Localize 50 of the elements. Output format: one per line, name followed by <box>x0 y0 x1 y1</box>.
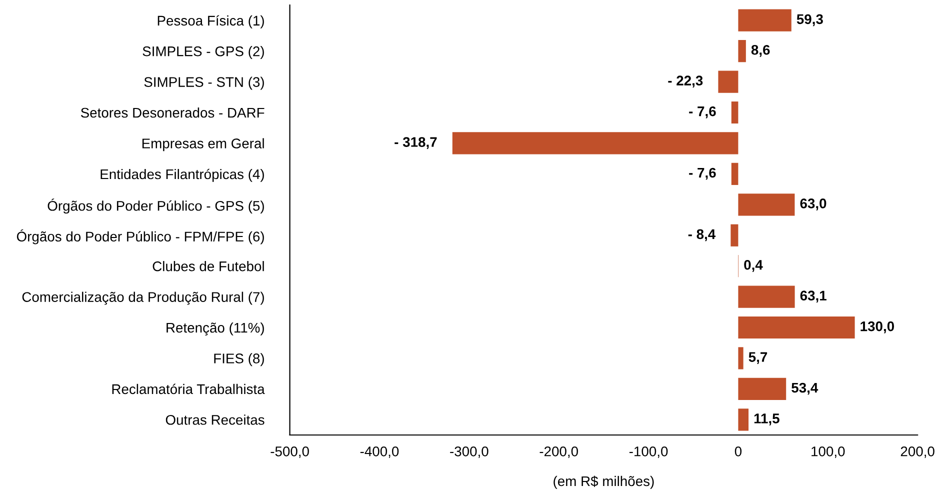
y-tick-label: Clubes de Futebol <box>152 261 264 272</box>
bar <box>718 70 738 93</box>
y-tick-label: SIMPLES - GPS (2) <box>142 46 264 59</box>
bar <box>738 408 749 431</box>
y-tick-label: Reclamatória Trabalhista <box>112 384 265 394</box>
x-tick-label: 100,0 <box>812 446 845 458</box>
y-tick-label: Setores Desonerados - DARF <box>80 107 264 118</box>
data-label: 63,0 <box>800 198 826 210</box>
x-tick-label: -400,0 <box>360 446 399 458</box>
data-label: 5,7 <box>748 352 768 364</box>
bar <box>738 286 795 308</box>
bar <box>738 316 855 339</box>
y-tick-label: Outras Receitas <box>166 414 264 425</box>
bar <box>738 378 786 400</box>
y-tick-label: Comercialização da Produção Rural (7) <box>22 292 264 305</box>
x-tick-label: -100,0 <box>629 446 668 458</box>
data-label: - 318,7 <box>394 137 437 149</box>
x-axis-title: (em R$ milhões) <box>554 476 654 489</box>
data-label: 8,6 <box>751 44 770 57</box>
data-label: 53,4 <box>792 382 818 395</box>
y-tick-label: Entidades Filantrópicas (4) <box>100 168 264 182</box>
data-label: 63,1 <box>800 290 826 303</box>
data-label: 11,5 <box>754 414 780 426</box>
bar <box>738 40 746 62</box>
bar <box>731 162 738 185</box>
bar <box>730 224 738 246</box>
bar <box>738 347 744 370</box>
bar <box>738 194 795 216</box>
data-label: - 7,6 <box>689 168 716 180</box>
x-tick-label: -300,0 <box>450 446 488 458</box>
y-tick-label: SIMPLES - STN (3) <box>144 76 264 90</box>
data-label: - 22,3 <box>668 76 703 88</box>
bar <box>452 132 738 154</box>
data-label: 0,4 <box>744 260 763 272</box>
data-label: - 8,4 <box>688 229 716 242</box>
data-label: 130,0 <box>860 321 894 334</box>
y-tick-label: Órgãos do Poder Público - FPM/FPE (6) <box>16 229 264 244</box>
bar <box>738 9 792 32</box>
y-tick-label: FIES (8) <box>214 353 264 366</box>
data-label: - 7,6 <box>689 106 716 118</box>
y-tick-label: Retenção (11%) <box>166 322 264 336</box>
y-tick-label: Órgãos do Poder Público - GPS (5) <box>48 198 264 214</box>
x-tick-label: 200,0 <box>900 446 934 458</box>
y-tick-label: Pessoa Física (1) <box>158 15 264 28</box>
x-tick-label: 0 <box>734 446 742 456</box>
data-label: 59,3 <box>796 14 823 26</box>
x-tick-label: -200,0 <box>540 446 578 458</box>
y-tick-label: Empresas em Geral <box>142 138 264 152</box>
x-tick-label: -500,0 <box>270 446 309 458</box>
bar <box>731 101 738 124</box>
